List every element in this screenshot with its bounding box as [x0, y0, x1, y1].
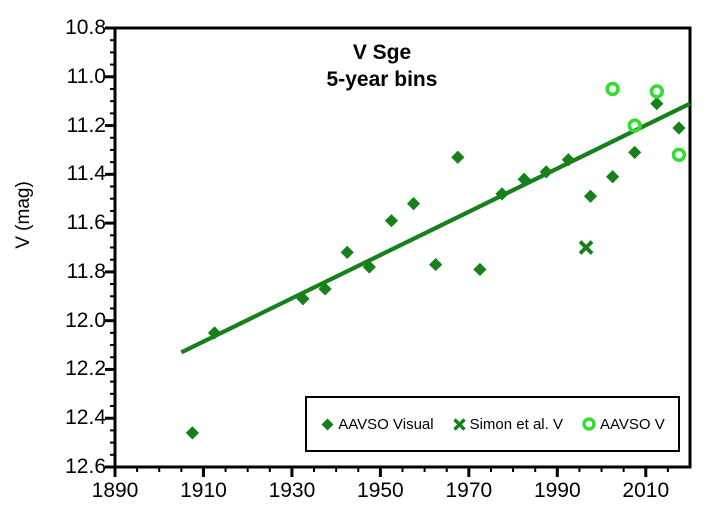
y-tick-label: 12.0 [65, 308, 106, 332]
y-tick-label: 11.2 [66, 113, 106, 137]
data-point-open-circle [671, 147, 687, 163]
x-tick-label: 1990 [533, 479, 581, 502]
data-point-diamond [605, 170, 620, 184]
x-tick-label: 1950 [357, 479, 404, 502]
legend-item-aavso-visual: AAVSO Visual [320, 415, 434, 433]
chart-title: V Sge 5-year bins [327, 39, 438, 93]
y-tick-label: 12.4 [65, 406, 106, 430]
legend-label: Simon et al. V [469, 415, 563, 433]
y-tick-label: 11.6 [66, 211, 106, 235]
y-tick-label: 11.8 [66, 259, 106, 283]
legend: AAVSO Visual Simon et al. V AAVSO V [305, 396, 680, 452]
data-point-diamond [451, 150, 465, 164]
legend-item-aavso-v: AAVSO V [581, 416, 665, 433]
data-point-diamond [406, 197, 421, 211]
y-tick-label: 11.4 [66, 162, 106, 186]
data-point-diamond [384, 214, 399, 228]
open-circle-marker-icon [582, 417, 596, 431]
x-axis-ticks [113, 467, 669, 477]
x-tick-label: 1910 [180, 479, 227, 502]
chart-title-line2: 5-year bins [326, 68, 438, 91]
y-axis-ticks [105, 26, 115, 469]
series-simon-et-al-v [578, 240, 594, 255]
data-point-diamond [672, 121, 686, 135]
data-point-diamond [362, 260, 376, 274]
data-point-diamond [207, 326, 222, 340]
chart-title-line1: V Sge [352, 41, 412, 64]
data-point-diamond [561, 153, 575, 167]
trend-line [180, 101, 691, 355]
legend-label: AAVSO V [599, 415, 665, 433]
data-point-diamond [429, 257, 443, 272]
series-aavso-v [605, 81, 687, 163]
x-tick-label: 1930 [268, 479, 316, 502]
x-tick-label: 1970 [445, 479, 493, 502]
data-point-diamond [473, 262, 487, 277]
data-point-open-circle [649, 84, 665, 99]
data-point-diamond [583, 189, 598, 203]
data-point-diamond [340, 245, 354, 259]
y-tick-label: 12.6 [65, 455, 106, 478]
data-point-diamond [296, 292, 310, 306]
data-point-open-circle [627, 118, 642, 133]
x-tick-label: 1890 [91, 479, 139, 502]
data-point-diamond [517, 172, 531, 186]
data-point-diamond [650, 97, 664, 111]
y-tick-label: 11.0 [66, 64, 106, 88]
data-point-diamond [318, 282, 332, 296]
y-tick-label: 10.8 [65, 16, 106, 39]
data-point-diamond [539, 165, 553, 179]
legend-item-simon-et-al: Simon et al. V [452, 416, 563, 433]
legend-label: AAVSO Visual [338, 415, 434, 433]
data-point-open-circle [605, 81, 620, 97]
data-point-x-cross [578, 240, 594, 255]
data-point-diamond [628, 145, 642, 159]
y-tick-label: 12.2 [65, 357, 106, 381]
series-aavso-visual [185, 97, 686, 440]
data-point-diamond [495, 187, 509, 201]
diamond-marker-icon [321, 418, 334, 430]
data-point-diamond [185, 426, 200, 440]
x-cross-marker-icon [452, 417, 466, 431]
y-axis-title: V (mag) [13, 181, 34, 249]
x-tick-label: 2010 [622, 479, 670, 502]
